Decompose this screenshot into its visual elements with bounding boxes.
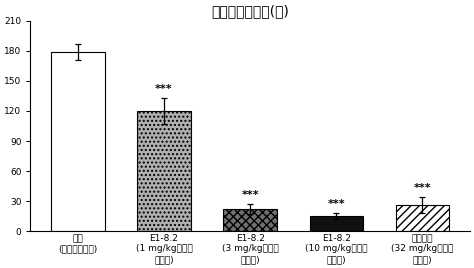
Text: ***: *** [328, 199, 345, 209]
Title: 不动的持续时间(秒): 不动的持续时间(秒) [211, 4, 289, 18]
Text: ***: *** [414, 183, 431, 193]
Bar [51, 52, 105, 231]
Text: ***: *** [155, 84, 173, 94]
Bar [223, 209, 277, 231]
Bar [396, 205, 449, 231]
Bar [137, 111, 191, 231]
Bar [310, 216, 363, 231]
Text: ***: *** [241, 190, 259, 200]
